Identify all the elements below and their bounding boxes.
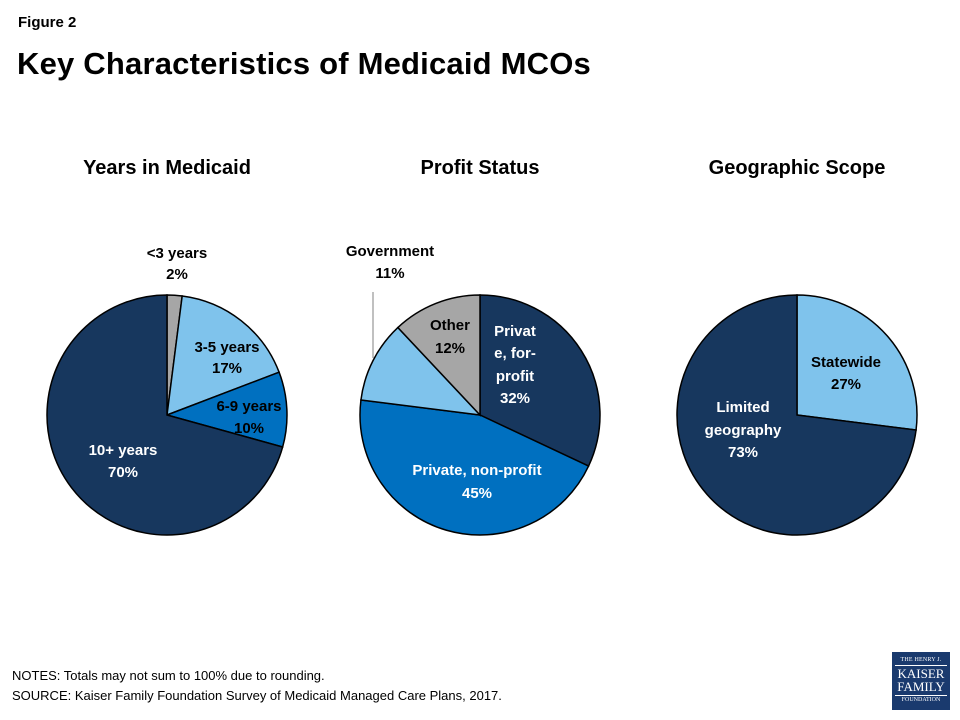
slice-label-statewide-value: 27% [831,376,861,393]
page-title: Key Characteristics of Medicaid MCOs [17,46,591,81]
pie-geographic-scope [676,294,918,536]
slice-label-3-5-name: 3-5 years [194,339,259,356]
slice-label-10plus-name: 10+ years [89,442,158,459]
pie-slice-6-9-years [164,371,288,448]
pie-slice-private-non-profit [359,399,590,536]
pie-profit-status [359,294,601,536]
slice-label-lt3-name: <3 years [147,245,207,262]
slice-label-forprofit-value: 32% [500,390,530,407]
logo-line-4: FOUNDATION [895,695,947,703]
pie-slice-limited-geography [676,294,917,536]
slice-label-other-value: 12% [435,340,465,357]
pie-years-in-medicaid [46,294,288,536]
notes-text: NOTES: Totals may not sum to 100% due to… [12,668,325,683]
slice-label-lt3-value: 2% [166,266,188,283]
pie-slice-government [360,326,482,417]
slice-label-limited-line1: Limited [716,399,769,416]
pie-slice-private-for-profit [479,294,601,468]
slice-label-forprofit-line2: e, for- [494,345,536,362]
slice-label-nonprofit-value: 45% [462,485,492,502]
chart-title-profit: Profit Status [420,157,540,179]
slice-label-limited-value: 73% [728,444,758,461]
slice-label-6-9-name: 6-9 years [216,398,281,415]
slice-label-forprofit-line1: Privat [494,323,536,340]
logo-line-3: FAMILY [897,679,945,694]
slice-label-forprofit-line3: profit [496,368,534,385]
chart-title-years: Years in Medicaid [83,157,251,179]
slice-label-3-5-value: 17% [212,360,242,377]
slice-label-6-9-value: 10% [234,420,264,437]
figure-label: Figure 2 [18,14,77,31]
slice-label-government-name: Government [346,243,434,260]
pie-slice-10-years [46,294,284,536]
kff-logo: THE HENRY J. KAISER FAMILY FOUNDATION [892,652,950,710]
slice-label-limited-line2: geography [705,422,782,439]
slice-label-10plus-value: 70% [108,464,138,481]
pie-slice-statewide [796,294,918,431]
slice-label-other-name: Other [430,317,470,334]
pie-slice-3-5-years [166,295,281,417]
pie-slice-other [396,294,481,417]
slice-label-statewide-name: Statewide [811,354,881,371]
chart-title-geo: Geographic Scope [708,157,886,179]
logo-line-1: THE HENRY J. [900,657,942,663]
slice-label-government-value: 11% [375,265,404,282]
footnotes: NOTES: Totals may not sum to 100% due to… [12,666,502,706]
slice-label-nonprofit-name: Private, non-profit [412,462,541,479]
logo-line-2: KAISER [895,665,947,680]
source-text: SOURCE: Kaiser Family Foundation Survey … [12,688,502,703]
